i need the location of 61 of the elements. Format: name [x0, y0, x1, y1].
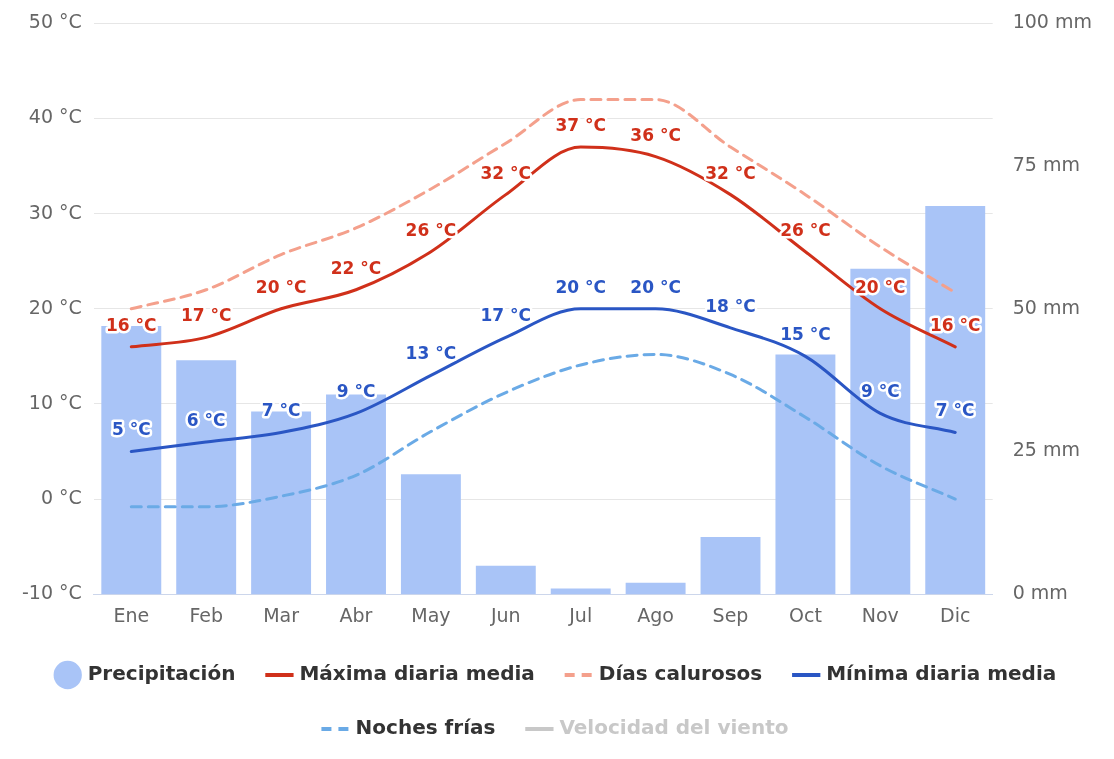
data-label: 20 °C	[855, 276, 906, 297]
x-tick-label: Feb	[189, 603, 224, 626]
y2-tick-label: 50 mm	[1012, 295, 1080, 318]
data-label: 16 °C	[929, 314, 981, 335]
data-label: 17 °C	[480, 305, 532, 326]
y-tick-label: 0 °C	[40, 486, 82, 508]
x-tick-label: May	[411, 603, 451, 626]
bar	[550, 588, 611, 595]
x-tick-label: Ago	[637, 603, 674, 626]
data-label: 9 °C	[336, 381, 376, 402]
x-tick-label: Ene	[113, 603, 150, 626]
data-label: 18 °C	[705, 295, 756, 316]
y2-tick-label: 75 mm	[1012, 153, 1080, 176]
data-label: 20 °C	[255, 276, 307, 297]
data-label: 7 °C	[261, 400, 301, 421]
x-tick-label: Mar	[263, 603, 300, 626]
legend-label: Mínima diaria media	[826, 661, 1057, 686]
data-label: 20 °C	[555, 276, 606, 297]
y-tick-label: 40 °C	[28, 105, 82, 128]
x-tick-label: Oct	[788, 603, 822, 626]
data-label: 13 °C	[405, 343, 457, 364]
bar	[176, 360, 237, 595]
data-label: 17 °C	[180, 305, 232, 326]
data-label: 32 °C	[705, 162, 756, 183]
x-tick-label: Jul	[568, 603, 593, 626]
legend-label: Días calurosos	[598, 661, 763, 686]
bar	[850, 268, 911, 595]
x-tick-label: Dic	[940, 603, 971, 626]
bar	[775, 354, 836, 595]
data-label: 20 °C	[630, 276, 681, 297]
data-label: 6 °C	[186, 409, 226, 430]
y2-tick-label: 0 mm	[1012, 581, 1068, 604]
x-tick-label: Sep	[712, 603, 749, 626]
y-tick-label: 30 °C	[28, 200, 82, 223]
bar	[925, 206, 986, 595]
bar	[625, 582, 686, 595]
data-label: 15 °C	[780, 324, 831, 345]
x-tick-label: Jun	[489, 603, 521, 626]
legend-label: Máxima diaria media	[299, 661, 535, 686]
data-label: 7 °C	[935, 400, 975, 421]
data-label: 26 °C	[405, 219, 457, 240]
y-tick-label: -10 °C	[22, 581, 82, 604]
x-tick-label: Abr	[339, 603, 373, 626]
y-tick-label: 10 °C	[28, 390, 82, 413]
data-label: 37 °C	[555, 115, 606, 135]
y2-tick-label: 25 mm	[1012, 438, 1080, 461]
data-label: 32 °C	[480, 162, 532, 183]
data-label: 16 °C	[106, 314, 157, 335]
legend-label: Noches frías	[355, 715, 496, 740]
data-label: 36 °C	[630, 124, 681, 145]
y-tick-label: 50 °C	[28, 10, 82, 33]
bar	[475, 565, 536, 595]
bar	[400, 474, 461, 595]
x-tick-label: Nov	[861, 603, 899, 626]
legend-label: Precipitación	[87, 661, 236, 686]
y2-tick-label: 100 mm	[1012, 10, 1093, 33]
data-label: 9 °C	[860, 381, 900, 402]
data-label: 22 °C	[330, 257, 382, 278]
bar	[700, 537, 761, 595]
y-tick-label: 20 °C	[28, 295, 82, 318]
data-label: 5 °C	[111, 419, 151, 440]
